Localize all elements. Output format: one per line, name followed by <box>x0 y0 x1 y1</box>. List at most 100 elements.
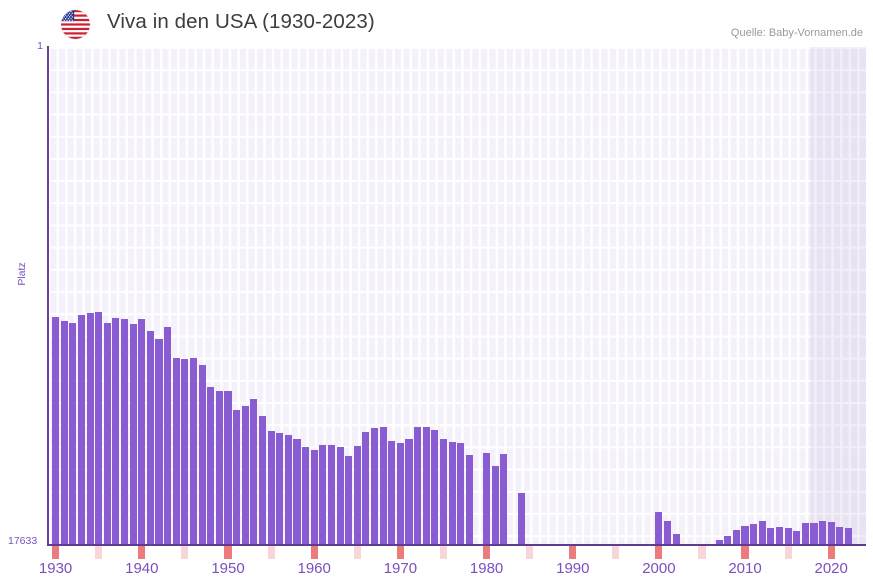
x-tick-major-1990 <box>569 546 577 559</box>
bar-1947[interactable] <box>198 365 206 545</box>
bar-1970[interactable] <box>396 443 404 545</box>
x-axis-label-1950: 1950 <box>211 560 245 577</box>
bar-1964[interactable] <box>345 456 353 545</box>
bar-1980[interactable] <box>483 453 491 545</box>
x-axis-label-2020: 2020 <box>814 560 848 577</box>
bar-2018[interactable] <box>810 523 818 545</box>
bar-1943[interactable] <box>164 327 172 545</box>
bar-1939[interactable] <box>129 324 137 545</box>
bar-2021[interactable] <box>836 527 844 545</box>
y-axis-title: Platz <box>16 262 28 286</box>
bar-1977[interactable] <box>457 443 465 545</box>
bar-1949[interactable] <box>215 391 223 545</box>
bar-1948[interactable] <box>207 387 215 545</box>
bar-1938[interactable] <box>121 319 129 545</box>
bar-1975[interactable] <box>439 439 448 545</box>
source-attribution: Quelle: Baby-Vornamen.de <box>730 27 863 39</box>
bar-1967[interactable] <box>370 428 379 545</box>
bar-1981[interactable] <box>491 466 499 545</box>
bar-1953[interactable] <box>250 399 258 545</box>
bar-1978[interactable] <box>465 455 473 545</box>
bar-1957[interactable] <box>284 435 292 545</box>
bar-1963[interactable] <box>336 447 344 545</box>
x-axis-label-1960: 1960 <box>297 560 331 577</box>
bar-2015[interactable] <box>784 528 792 545</box>
bar-2001[interactable] <box>663 521 672 545</box>
bar-2016[interactable] <box>793 531 801 545</box>
bar-1946[interactable] <box>189 358 198 545</box>
bar-1982[interactable] <box>500 454 508 545</box>
bar-1969[interactable] <box>388 441 396 545</box>
bar-1941[interactable] <box>146 331 154 545</box>
bar-2009[interactable] <box>732 530 740 545</box>
bar-1936[interactable] <box>103 323 111 545</box>
x-tick-minor-7 <box>698 546 706 559</box>
bar-1973[interactable] <box>422 427 430 545</box>
bar-1976[interactable] <box>448 442 456 545</box>
page-title: Viva in den USA (1930-2023) <box>107 10 375 33</box>
x-axis-label-2010: 2010 <box>728 560 762 577</box>
bar-2017[interactable] <box>801 523 809 545</box>
x-tick-major-2020 <box>827 546 835 559</box>
bar-1955[interactable] <box>267 431 275 545</box>
x-tick-minor-1 <box>181 546 189 559</box>
bar-1984[interactable] <box>517 493 525 545</box>
x-tick-major-1960 <box>310 546 318 559</box>
bar-1933[interactable] <box>77 315 86 545</box>
bar-1965[interactable] <box>353 446 361 545</box>
bar-1974[interactable] <box>431 430 439 545</box>
x-tick-minor-8 <box>784 546 792 559</box>
bar-1944[interactable] <box>172 358 180 545</box>
bar-1956[interactable] <box>276 433 284 545</box>
x-tick-major-1940 <box>138 546 146 559</box>
bar-1940[interactable] <box>138 319 146 545</box>
x-tick-minor-2 <box>267 546 275 559</box>
bar-1959[interactable] <box>302 447 310 545</box>
bar-1958[interactable] <box>293 439 301 545</box>
bar-1930[interactable] <box>52 317 60 545</box>
bar-2012[interactable] <box>758 521 766 545</box>
bar-1962[interactable] <box>327 445 335 545</box>
bar-1961[interactable] <box>319 445 327 545</box>
bar-1960[interactable] <box>310 450 318 545</box>
x-tick-major-1970 <box>396 546 404 559</box>
bar-1935[interactable] <box>95 312 103 545</box>
x-tick-major-2000 <box>655 546 663 559</box>
x-tick-major-1950 <box>224 546 232 559</box>
x-axis-labels: 1930 1940 1950 1960 1970 1980 1990 2000 2010 2020 <box>0 560 873 587</box>
bar-2022[interactable] <box>844 528 853 545</box>
bar-1950[interactable] <box>224 391 232 545</box>
bar-2002[interactable] <box>672 534 680 545</box>
bar-1942[interactable] <box>155 339 163 545</box>
bar-1934[interactable] <box>86 313 94 545</box>
bar-1971[interactable] <box>405 439 413 545</box>
bar-2007[interactable] <box>715 540 723 545</box>
x-axis-label-2000: 2000 <box>642 560 676 577</box>
bar-2014[interactable] <box>775 527 784 545</box>
x-tick-major-2010 <box>741 546 749 559</box>
bar-1951[interactable] <box>233 410 241 545</box>
bar-1937[interactable] <box>112 318 120 545</box>
bar-2020[interactable] <box>827 522 835 545</box>
bar-2000[interactable] <box>655 512 663 545</box>
bar-1968[interactable] <box>379 427 387 545</box>
x-tick-minor-5 <box>526 546 534 559</box>
bar-1954[interactable] <box>258 416 267 545</box>
bar-1932[interactable] <box>69 323 77 545</box>
y-axis-tick-top: 1 <box>37 40 43 52</box>
x-tick-major-1980 <box>483 546 491 559</box>
bar-2008[interactable] <box>724 536 732 545</box>
bar-1952[interactable] <box>241 406 249 545</box>
bar-1966[interactable] <box>362 432 370 545</box>
bar-1945[interactable] <box>181 359 189 545</box>
bar-2010[interactable] <box>741 526 749 545</box>
bar-1972[interactable] <box>414 427 422 545</box>
bar-2011[interactable] <box>750 524 758 545</box>
bar-2019[interactable] <box>819 521 827 545</box>
plot-area <box>48 47 866 545</box>
x-axis-tick-band <box>48 546 866 559</box>
bar-2013[interactable] <box>767 528 775 545</box>
bar-1931[interactable] <box>60 321 68 545</box>
y-axis-line <box>47 46 49 546</box>
